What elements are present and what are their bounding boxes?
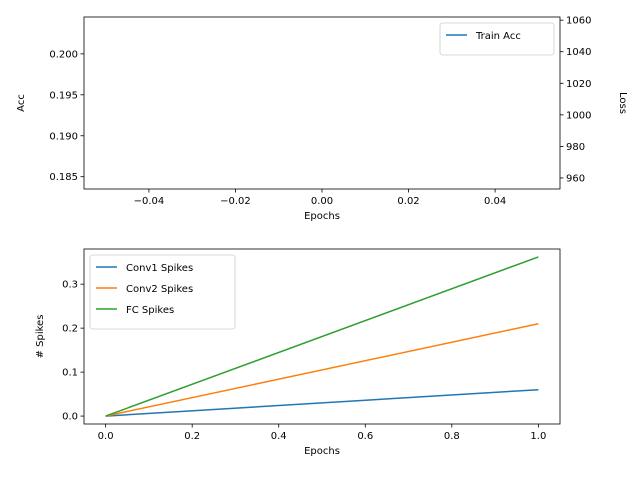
legend-label-conv2-spikes: Conv2 Spikes (126, 284, 193, 295)
x-tick-label: −0.04 (134, 196, 165, 207)
legend-label-train-acc: Train Acc (475, 31, 521, 42)
x-tick-label: 0.02 (397, 196, 419, 207)
y-tick-label: 0.1 (62, 368, 78, 379)
y-tick-label: 0.0 (62, 412, 78, 423)
legend-box-2 (89, 254, 236, 330)
series-line-conv2-spikes (105, 323, 539, 417)
y-axis-label: # Spikes (35, 315, 46, 359)
y-right-tick-label: 1020 (566, 79, 591, 90)
x-tick-label: 0.0 (98, 431, 114, 442)
x-tick-label: 0.6 (357, 431, 373, 442)
y-tick-label: 0.185 (49, 172, 78, 183)
y-tick-label: 0.190 (49, 131, 78, 142)
x-tick-label: −0.02 (220, 196, 251, 207)
series-line-fc-spikes (105, 256, 539, 417)
y-right-tick-label: 1000 (566, 110, 591, 121)
y-right-tick-label: 1040 (566, 47, 591, 58)
y-right-axis-label: Loss (617, 92, 628, 114)
y-axis-label: Acc (16, 94, 27, 112)
y-right-tick-label: 980 (566, 142, 585, 153)
plot-frame-2 (83, 248, 561, 425)
series-line-conv1-spikes (105, 388, 539, 417)
x-axis-label: Epochs (304, 446, 340, 457)
x-tick-label: 0.2 (184, 431, 200, 442)
legend-label-conv1-spikes: Conv1 Spikes (126, 263, 193, 274)
y-tick-label: 0.200 (49, 49, 78, 60)
y-tick-label: 0.3 (62, 280, 78, 291)
legend-box-1 (439, 22, 555, 56)
y-right-tick-label: 960 (566, 173, 585, 184)
x-tick-label: 0.04 (484, 196, 506, 207)
x-tick-label: 0.00 (311, 196, 333, 207)
y-right-tick-label: 1060 (566, 16, 591, 27)
x-tick-label: 0.4 (271, 431, 287, 442)
legend-label-fc-spikes: FC Spikes (126, 305, 174, 316)
y-tick-label: 0.2 (62, 324, 78, 335)
x-axis-label: Epochs (304, 211, 340, 222)
y-tick-label: 0.195 (49, 90, 78, 101)
x-tick-label: 1.0 (530, 431, 546, 442)
x-tick-label: 0.8 (444, 431, 460, 442)
